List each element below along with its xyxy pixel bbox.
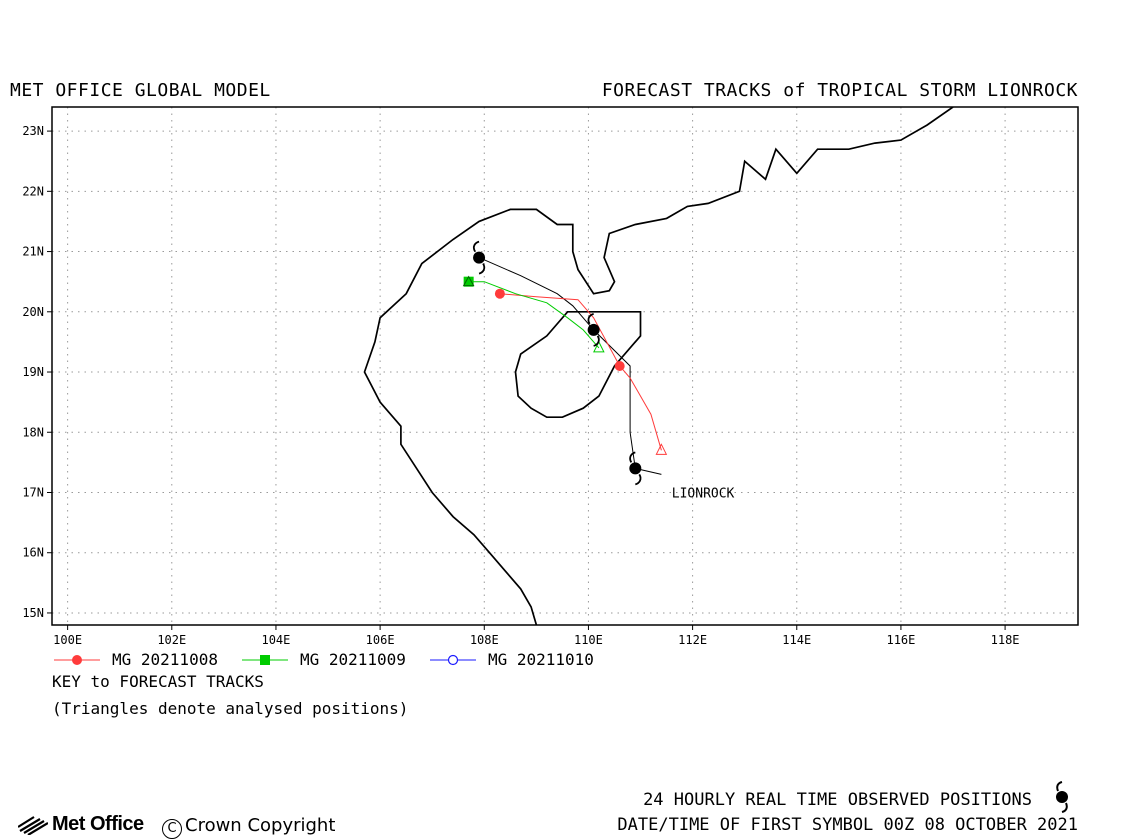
key-note: (Triangles denote analysed positions): [52, 699, 409, 718]
observed-symbol-arm-a-2: [472, 240, 480, 253]
hainan-island-coastline: [514, 310, 642, 419]
tick-label-lon-6: 112E: [678, 633, 707, 647]
tick-label-lon-7: 114E: [782, 633, 811, 647]
plot-frame: [51, 106, 1079, 626]
tick-label-lat-1: 16N: [22, 546, 44, 560]
observed-symbol-arm-a-0: [629, 451, 636, 463]
copyright-text: Crown Copyright: [185, 815, 336, 836]
copyright-icon: C: [162, 819, 182, 839]
legend-item-0: MG 20211008: [52, 650, 218, 669]
track-marker-0-1: [494, 288, 505, 299]
header-left-title: MET OFFICE GLOBAL MODEL: [10, 80, 271, 101]
tick-label-lon-4: 108E: [470, 633, 499, 647]
observed-symbol-arm-b-0: [635, 473, 642, 486]
tick-label-lat-5: 20N: [22, 305, 44, 319]
observed-position-1: [587, 323, 600, 336]
legend-label-0: MG 20211008: [112, 650, 218, 669]
storm-label: LIONROCK: [672, 486, 735, 501]
tick-label-lon-8: 116E: [886, 633, 915, 647]
legend: MG 20211008 MG 20211009 MG 20211010: [52, 650, 616, 669]
legend-item-1: MG 20211009: [240, 650, 406, 669]
tick-label-lon-3: 106E: [366, 633, 395, 647]
tick-label-lon-2: 104E: [261, 633, 290, 647]
analysed-triangle-0: [655, 443, 668, 455]
header-right-title: FORECAST TRACKS of TROPICAL STORM LIONRO…: [601, 80, 1078, 101]
legend-label-2: MG 20211010: [487, 650, 594, 669]
tick-label-lat-4: 19N: [22, 365, 44, 379]
observed-symbol-arm-a-1: [587, 312, 594, 325]
logo-text: Met Office: [52, 813, 144, 835]
met-office-logo-icon: [18, 815, 48, 835]
observed-position-2: [473, 251, 486, 264]
tick-label-lat-6: 21N: [22, 245, 44, 259]
tick-label-lat-8: 23N: [22, 124, 44, 138]
tick-label-lat-0: 15N: [22, 606, 44, 620]
first-symbol-date: DATE/TIME OF FIRST SYMBOL 00Z 08 OCTOBER…: [617, 815, 1078, 835]
forecast-track-map: 100E 102E 104E 106E 108E 110E 112E 114E 116E 118E…: [22, 106, 1079, 647]
cyclone-symbol-icon: [1056, 781, 1068, 813]
forecast-track-0: [499, 293, 662, 451]
tick-label-lat-3: 18N: [22, 425, 44, 439]
observed-position-0: [629, 462, 642, 475]
legend-item-2: MG 20211010: [428, 650, 594, 669]
observed-symbol-arm-b-1: [593, 335, 600, 347]
legend-swatch-2: [429, 654, 476, 665]
observed-symbol-arm-b-2: [478, 263, 486, 275]
track-marker-1-0: [463, 276, 474, 287]
legend-label-1: MG 20211009: [299, 650, 406, 669]
forecast-track-1: [468, 281, 600, 349]
met-office-logo: Met Office: [18, 813, 144, 836]
track-marker-triangle-1-0: [462, 275, 475, 287]
tick-label-lon-1: 102E: [157, 633, 186, 647]
copyright: C Crown Copyright: [162, 815, 335, 839]
legend-swatch-1: [241, 654, 288, 665]
coastline-0: [363, 107, 954, 625]
tick-label-lon-5: 110E: [574, 633, 603, 647]
observed-positions-note: 24 HOURLY REAL TIME OBSERVED POSITIONS: [643, 790, 1032, 810]
tick-label-lat-2: 17N: [22, 485, 44, 499]
analysed-triangle-1: [593, 340, 605, 353]
tick-label-lat-7: 22N: [22, 184, 44, 198]
legend-swatch-0: [54, 654, 100, 665]
track-marker-0-0: [614, 361, 625, 371]
tick-label-lon-9: 118E: [991, 633, 1020, 647]
tick-label-lon-0: 100E: [53, 633, 82, 647]
key-title: KEY to FORECAST TRACKS: [52, 672, 264, 691]
